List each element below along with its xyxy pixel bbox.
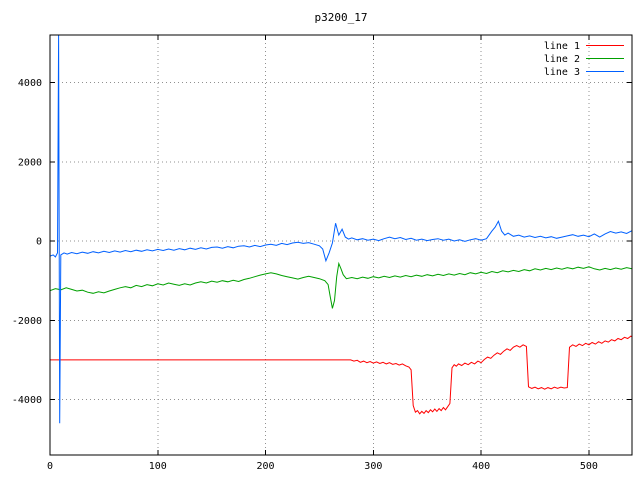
y-tick-label: 2000	[18, 157, 42, 168]
x-tick-label: 200	[257, 461, 275, 472]
y-tick-label: -2000	[12, 316, 42, 327]
plot-area: 0 100 200 300 400 500 -4000 -2000 0 2000 4000 line …	[12, 34, 633, 472]
x-tick-label: 0	[47, 461, 53, 472]
series-line-3	[50, 35, 632, 424]
legend-label: line 1	[544, 41, 580, 52]
x-tick-label: 300	[364, 461, 382, 472]
series-line-1	[50, 335, 632, 415]
series-line-2	[50, 261, 632, 309]
y-tick-label: -4000	[12, 395, 42, 406]
chart-title: p3200_17	[315, 11, 368, 24]
legend-label: line 3	[544, 67, 580, 78]
x-tick-label: 400	[472, 461, 490, 472]
y-tick-label: 0	[36, 237, 42, 248]
legend: line 1 line 2 line 3	[544, 41, 624, 78]
x-tick-label: 100	[149, 461, 167, 472]
y-tick-label: 4000	[18, 78, 42, 89]
x-tick-label: 500	[580, 461, 598, 472]
series-group	[50, 35, 632, 424]
plot-border	[49, 34, 633, 456]
legend-label: line 2	[544, 54, 580, 65]
